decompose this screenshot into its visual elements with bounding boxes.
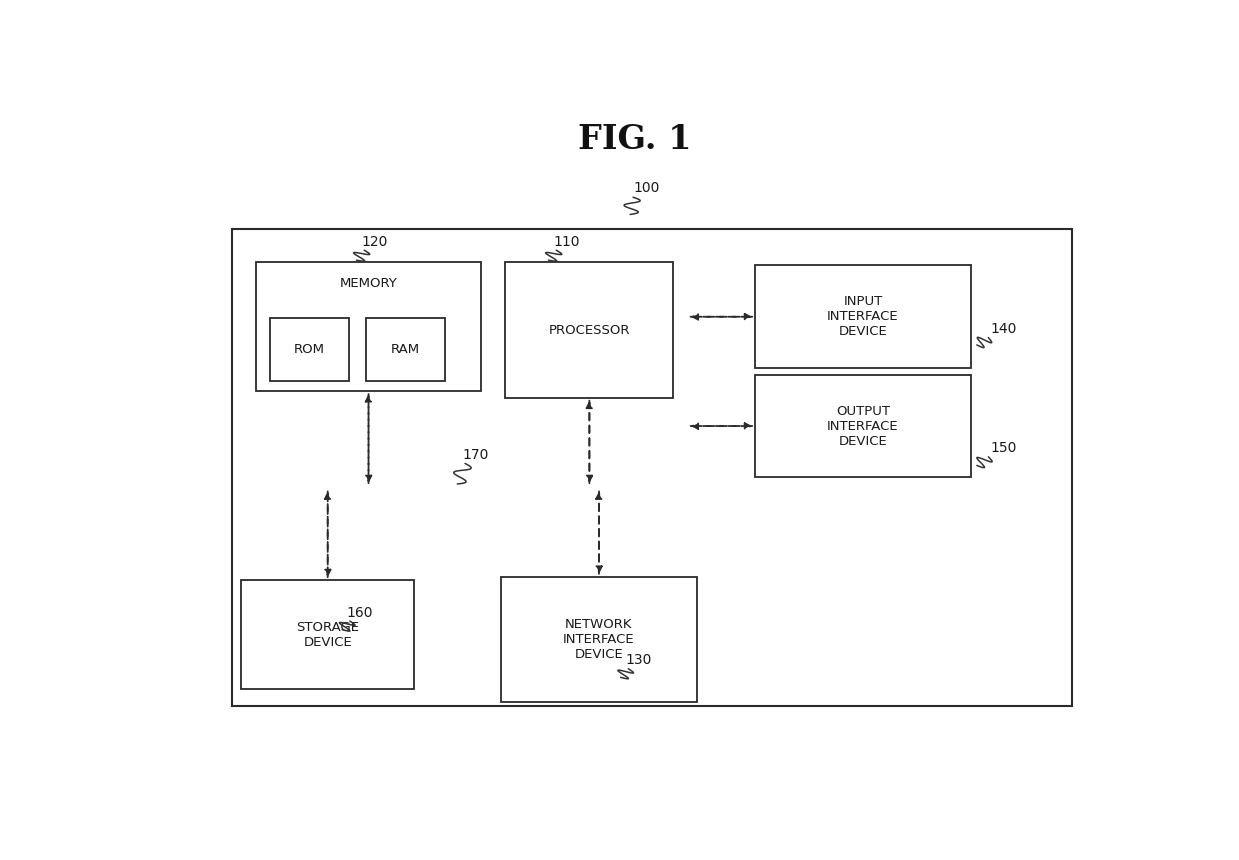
Bar [501, 577, 698, 703]
Text: 140: 140 [990, 322, 1017, 336]
Bar [242, 580, 414, 689]
Text: NETWORK
INTERFACE
DEVICE: NETWORK INTERFACE DEVICE [564, 618, 634, 661]
Bar [270, 318, 349, 381]
Text: 130: 130 [626, 654, 652, 667]
Text: 110: 110 [554, 235, 580, 249]
Bar [506, 262, 674, 398]
Bar [232, 229, 1072, 706]
Bar [255, 262, 481, 391]
Text: FIG. 1: FIG. 1 [579, 123, 691, 157]
Text: 100: 100 [633, 181, 659, 194]
Text: 170: 170 [462, 448, 488, 462]
Text: INPUT
INTERFACE
DEVICE: INPUT INTERFACE DEVICE [828, 295, 898, 338]
Bar [755, 375, 971, 477]
Text: ROM: ROM [294, 343, 325, 356]
Text: PROCESSOR: PROCESSOR [549, 323, 631, 336]
Text: 160: 160 [347, 605, 373, 620]
Text: OUTPUT
INTERFACE
DEVICE: OUTPUT INTERFACE DEVICE [828, 404, 898, 447]
Text: 150: 150 [990, 441, 1017, 456]
Text: STORAGE
DEVICE: STORAGE DEVICE [296, 621, 359, 648]
Bar [367, 318, 445, 381]
Text: 120: 120 [362, 235, 388, 249]
Text: RAM: RAM [392, 343, 420, 356]
Text: MEMORY: MEMORY [339, 277, 398, 290]
Bar [755, 266, 971, 368]
